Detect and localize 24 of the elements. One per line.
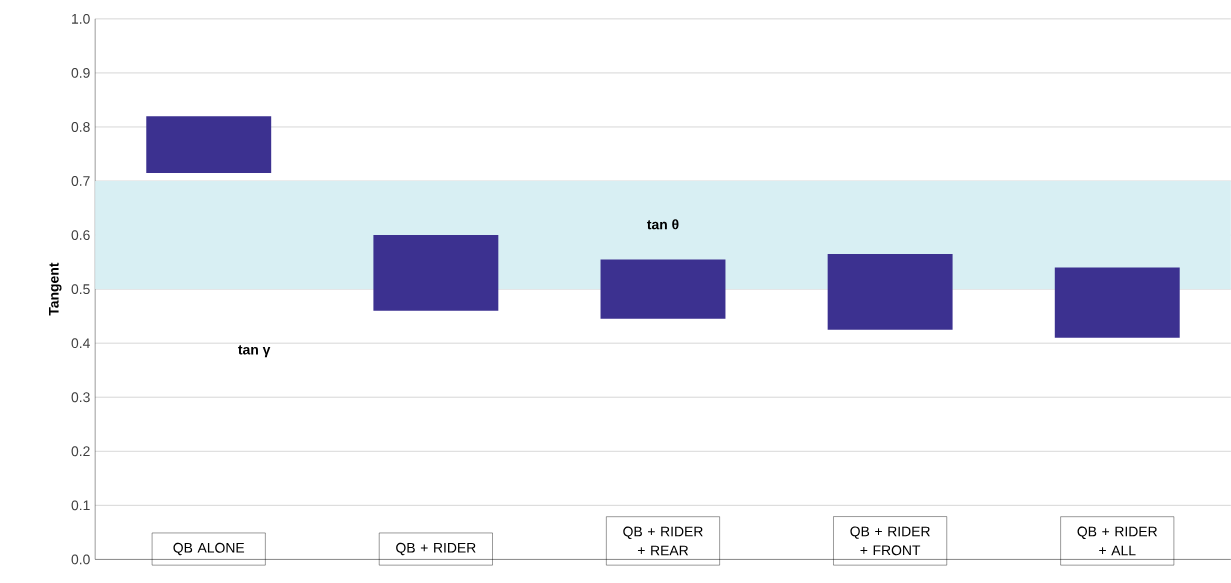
bar <box>373 234 499 311</box>
y-tick-label: 0.9 <box>71 67 90 78</box>
y-tick-label: 0.0 <box>71 554 90 565</box>
x-tick-label: QB + RIDER <box>396 542 476 556</box>
y-tick-label: 0.5 <box>71 284 90 294</box>
y-tick-label: 0.3 <box>71 392 90 403</box>
x-tick-label: QB + RIDER + REAR <box>623 526 703 556</box>
x-tick-label: QB + RIDER + FRONT <box>850 526 930 556</box>
y-tick-label: 0.6 <box>71 230 90 240</box>
bar <box>827 253 953 330</box>
y-tick-label: 0.8 <box>71 121 90 132</box>
bar <box>600 259 726 319</box>
y-tick-label: 1.0 <box>72 13 90 24</box>
x-tick-label: QB + RIDER + ALL <box>1077 526 1157 556</box>
band-label: tan θ <box>647 219 679 230</box>
y-axis-title: Tangent <box>49 262 62 316</box>
bar <box>146 116 272 173</box>
x-tick-label: QB ALONE <box>173 542 245 556</box>
y-tick-label: 0.2 <box>71 446 90 457</box>
y-tick-label: 0.1 <box>71 500 90 511</box>
annotation: tan γ <box>238 345 271 358</box>
y-tick-label: 0.7 <box>71 175 90 186</box>
bar <box>1054 267 1180 338</box>
y-tick-label: 0.4 <box>71 338 90 348</box>
